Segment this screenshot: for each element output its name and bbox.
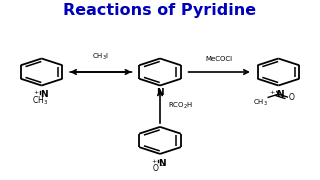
Text: CH$_3$I: CH$_3$I [92, 52, 109, 62]
Text: CH$_3$: CH$_3$ [252, 98, 268, 108]
Text: $^+$N: $^+$N [32, 89, 48, 100]
Text: CH$_3$: CH$_3$ [32, 94, 48, 107]
Text: MeCOCl: MeCOCl [206, 56, 233, 62]
Text: RCO$_2$H: RCO$_2$H [168, 101, 193, 111]
Text: N: N [156, 88, 164, 97]
Text: $^+$N: $^+$N [268, 89, 285, 100]
Text: Reactions of Pyridine: Reactions of Pyridine [63, 3, 257, 18]
Text: O: O [289, 93, 294, 102]
Text: $^+$N: $^+$N [150, 157, 167, 169]
Text: O$^-$: O$^-$ [152, 162, 165, 173]
